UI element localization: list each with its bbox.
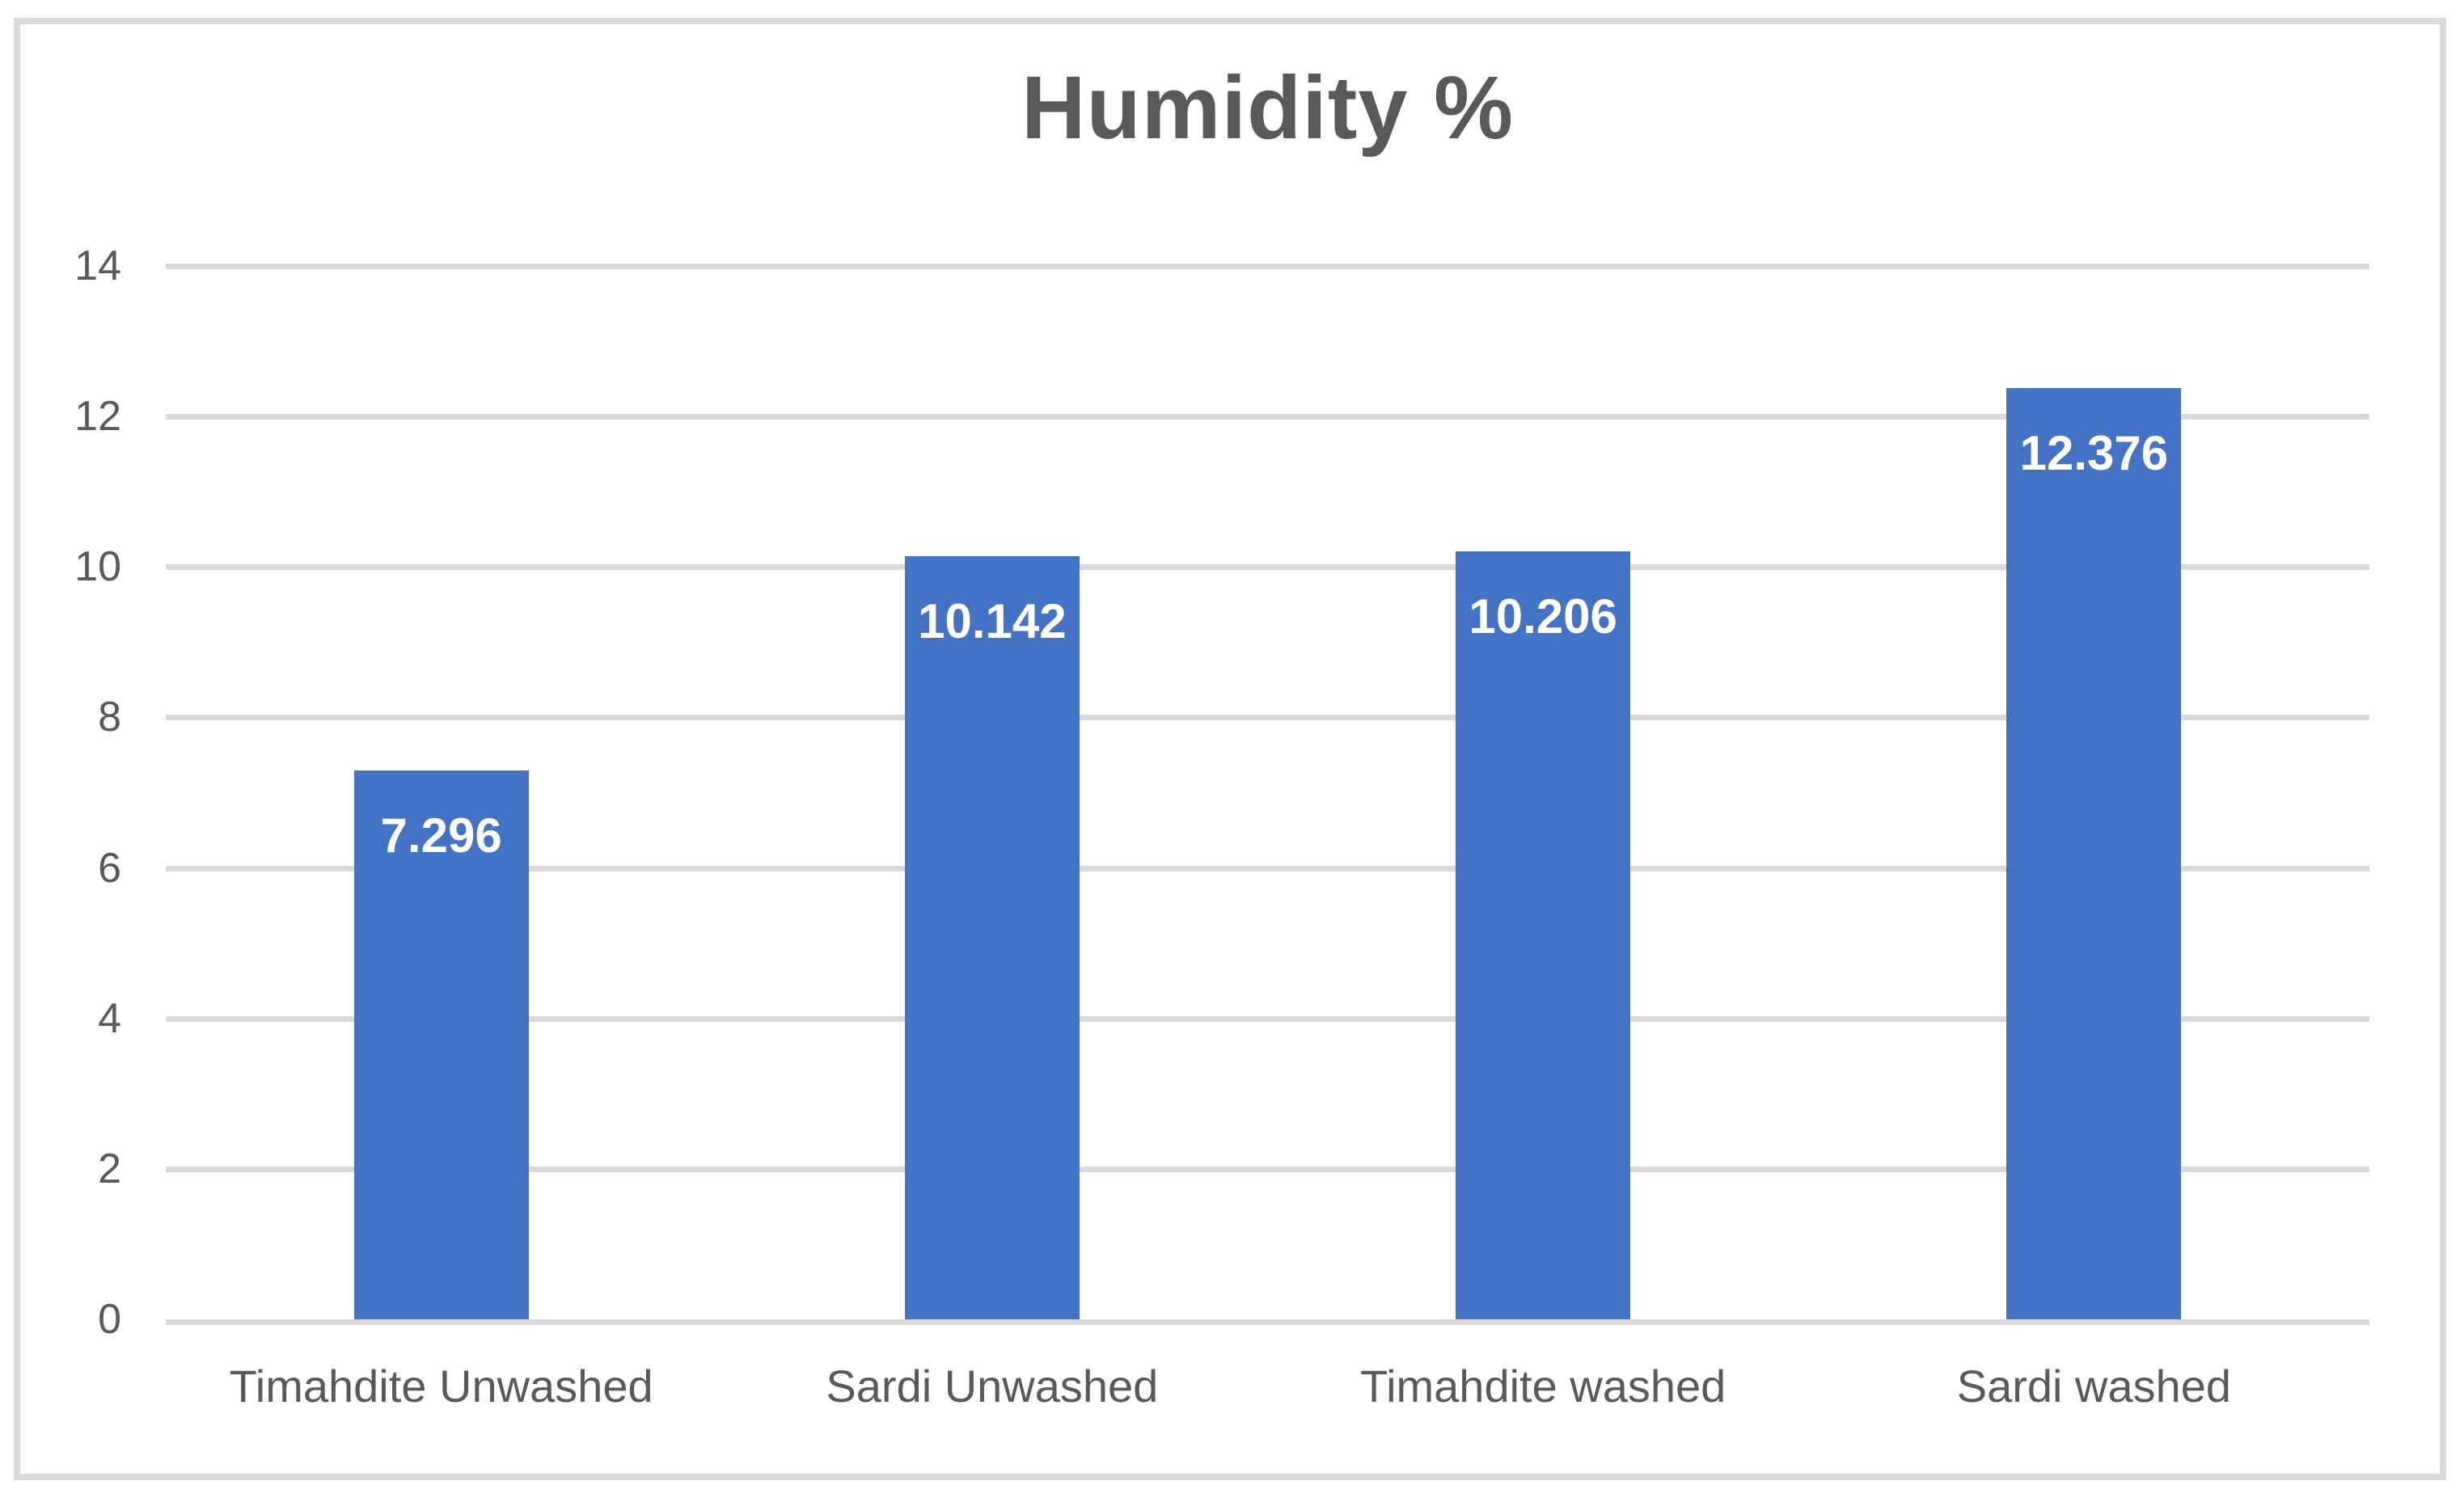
gridline (166, 414, 2369, 420)
bar-data-label: 10.142 (918, 594, 1067, 649)
gridline (166, 715, 2369, 721)
y-axis-tick-label: 4 (98, 994, 121, 1042)
gridline (166, 264, 2369, 269)
gridline (166, 865, 2369, 871)
bar-data-label: 10.206 (1469, 589, 1617, 644)
bar-sardi-unwashed: 10.142 (904, 556, 1080, 1319)
x-axis-category-label: Timahdite Unwashed (229, 1361, 653, 1411)
chart-title: Humidity % (1021, 57, 1514, 158)
x-axis-category-label: Sardi washed (1956, 1361, 2232, 1411)
gridline (166, 1166, 2369, 1172)
gridline (166, 1015, 2369, 1022)
y-axis-tick-label: 8 (98, 694, 121, 741)
bar-sardi-washed: 12.376 (2006, 388, 2182, 1319)
y-axis-tick-label: 14 (74, 243, 121, 289)
plot-area: 7.296 10.142 10.206 12.376 (166, 264, 2369, 1325)
y-axis-tick-label: 2 (98, 1145, 121, 1192)
y-axis-tick-label: 6 (98, 844, 121, 892)
bar-timahdite-washed: 10.206 (1456, 551, 1631, 1319)
y-axis-tick-label: 0 (98, 1296, 121, 1343)
x-axis-category-label: Timahdite washed (1359, 1361, 1726, 1411)
bar-data-label: 7.296 (380, 808, 502, 863)
bar-timahdite-unwashed: 7.296 (353, 770, 529, 1319)
y-axis-tick-label: 10 (74, 543, 121, 591)
bar-data-label: 12.376 (2019, 426, 2169, 481)
x-axis-category-label: Sardi Unwashed (826, 1361, 1159, 1411)
x-axis-line (166, 1319, 2369, 1325)
gridline (166, 564, 2369, 571)
y-axis-tick-label: 12 (74, 393, 121, 441)
